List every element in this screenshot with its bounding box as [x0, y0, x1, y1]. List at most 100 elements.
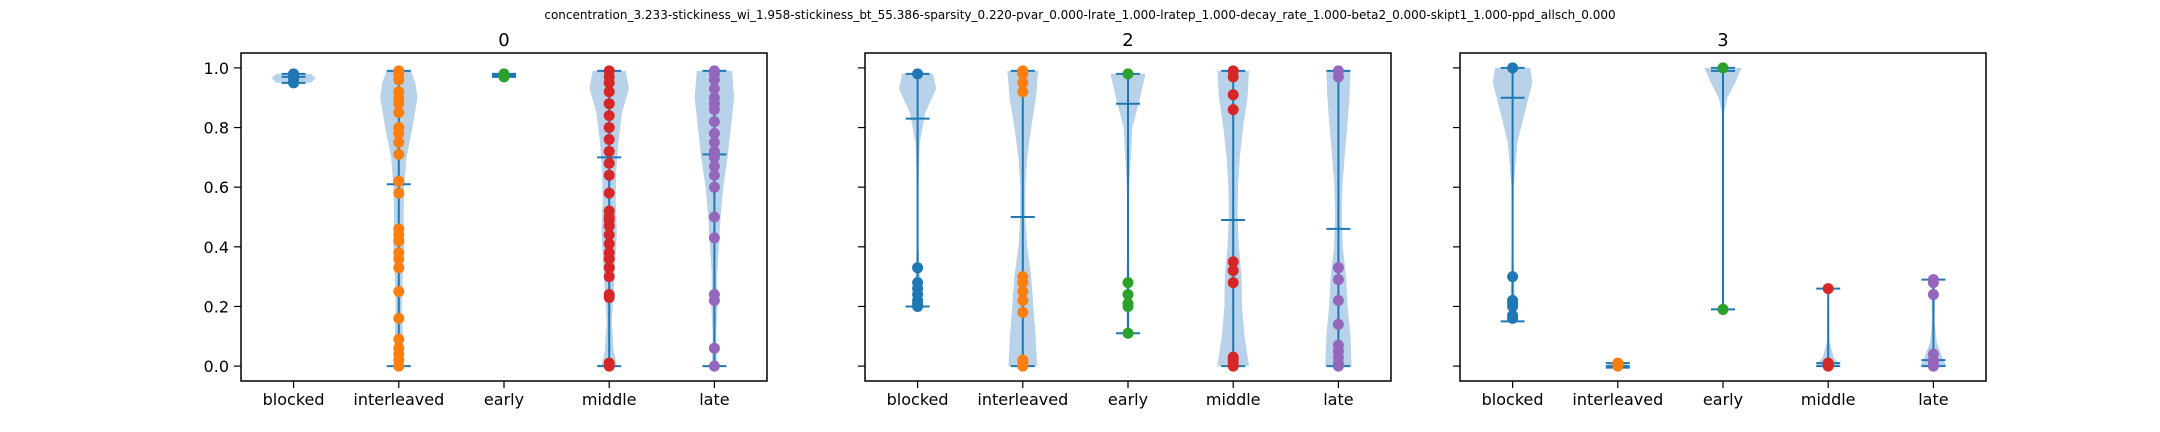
data-point-late — [708, 360, 720, 372]
data-point-middle — [1822, 283, 1834, 295]
data-point-middle — [1227, 65, 1239, 77]
data-point-middle — [603, 229, 615, 241]
data-point-late — [708, 342, 720, 354]
data-point-middle — [603, 65, 615, 77]
data-point-early — [1122, 297, 1134, 309]
data-point-middle — [603, 247, 615, 259]
data-point-late — [1332, 262, 1344, 274]
data-point-middle — [1227, 89, 1239, 101]
data-point-late — [708, 232, 720, 244]
data-point-late — [1927, 274, 1939, 286]
data-point-interleaved — [1017, 306, 1029, 318]
data-point-middle — [603, 169, 615, 181]
data-point-middle — [603, 133, 615, 145]
data-point-late — [708, 92, 720, 104]
ytick-label: 0.2 — [204, 297, 229, 316]
panel-frame-2 — [1459, 52, 1987, 382]
data-point-middle — [603, 187, 615, 199]
data-point-early — [1717, 62, 1729, 74]
data-point-interleaved — [393, 333, 405, 345]
ytick-label: 0.0 — [204, 357, 229, 376]
data-point-interleaved — [1612, 357, 1624, 369]
data-point-interleaved — [1017, 77, 1029, 89]
data-point-interleaved — [1017, 86, 1029, 98]
data-point-late — [708, 169, 720, 181]
data-point-middle — [1227, 277, 1239, 289]
figure-suptitle: concentration_3.233-stickiness_wi_1.958-… — [544, 8, 1615, 22]
data-point-early — [1122, 277, 1134, 289]
data-point-middle — [603, 271, 615, 283]
data-point-interleaved — [393, 312, 405, 324]
ytick-label: 0.8 — [204, 119, 229, 138]
data-point-middle — [1822, 357, 1834, 369]
data-point-middle — [603, 205, 615, 217]
data-point-late — [1927, 289, 1939, 301]
xtick-label-middle: middle — [1206, 390, 1261, 409]
data-point-blocked — [912, 68, 924, 80]
data-point-middle — [603, 238, 615, 250]
data-point-early — [498, 68, 510, 80]
data-point-late — [708, 128, 720, 140]
xtick-label-interleaved: interleaved — [977, 390, 1068, 409]
data-point-middle — [603, 289, 615, 301]
data-point-interleaved — [393, 247, 405, 259]
panel-frame-0 — [240, 52, 768, 382]
panel-frame-1 — [864, 52, 1392, 382]
data-point-middle — [603, 145, 615, 157]
data-point-interleaved — [393, 65, 405, 77]
data-point-interleaved — [393, 86, 405, 98]
xtick-label-blocked: blocked — [887, 390, 949, 409]
data-point-interleaved — [1017, 294, 1029, 306]
data-point-early — [1122, 68, 1134, 80]
data-point-blocked — [1507, 294, 1519, 306]
data-point-middle — [603, 262, 615, 274]
data-point-blocked — [288, 68, 300, 80]
data-point-interleaved — [393, 136, 405, 148]
ytick-label: 1.0 — [204, 59, 229, 78]
data-point-late — [708, 116, 720, 128]
data-point-interleaved — [393, 342, 405, 354]
data-point-late — [1927, 348, 1939, 360]
data-point-blocked — [1507, 309, 1519, 321]
data-point-interleaved — [393, 122, 405, 134]
data-point-middle — [1227, 351, 1239, 363]
data-point-late — [708, 160, 720, 172]
data-point-blocked — [912, 262, 924, 274]
panel-title-1: 2 — [1122, 30, 1133, 51]
xtick-label-early: early — [1703, 390, 1743, 409]
xtick-label-blocked: blocked — [1482, 390, 1544, 409]
data-point-early — [1122, 289, 1134, 301]
data-point-late — [1332, 339, 1344, 351]
xtick-label-early: early — [1108, 390, 1148, 409]
data-point-interleaved — [1017, 354, 1029, 366]
data-point-blocked — [1507, 271, 1519, 283]
data-point-late — [1332, 274, 1344, 286]
data-point-late — [708, 83, 720, 95]
data-point-blocked — [912, 277, 924, 289]
data-point-middle — [603, 98, 615, 110]
data-point-interleaved — [393, 187, 405, 199]
data-point-late — [1332, 65, 1344, 77]
xtick-label-late: late — [1918, 390, 1948, 409]
data-point-interleaved — [393, 148, 405, 160]
ytick-label: 0.6 — [204, 178, 229, 197]
xtick-label-early: early — [484, 390, 524, 409]
data-point-late — [708, 145, 720, 157]
data-point-late — [1332, 318, 1344, 330]
data-point-middle — [603, 86, 615, 98]
xtick-label-late: late — [1323, 390, 1353, 409]
data-point-middle — [1227, 104, 1239, 116]
data-point-late — [708, 211, 720, 223]
xtick-label-late: late — [699, 390, 729, 409]
data-point-interleaved — [393, 223, 405, 235]
data-point-interleaved — [393, 286, 405, 298]
data-point-late — [1332, 294, 1344, 306]
data-point-middle — [603, 122, 615, 134]
xtick-label-middle: middle — [1801, 390, 1856, 409]
data-point-interleaved — [393, 175, 405, 187]
data-point-interleaved — [393, 262, 405, 274]
data-point-middle — [603, 110, 615, 122]
data-point-late — [708, 289, 720, 301]
xtick-label-middle: middle — [582, 390, 637, 409]
